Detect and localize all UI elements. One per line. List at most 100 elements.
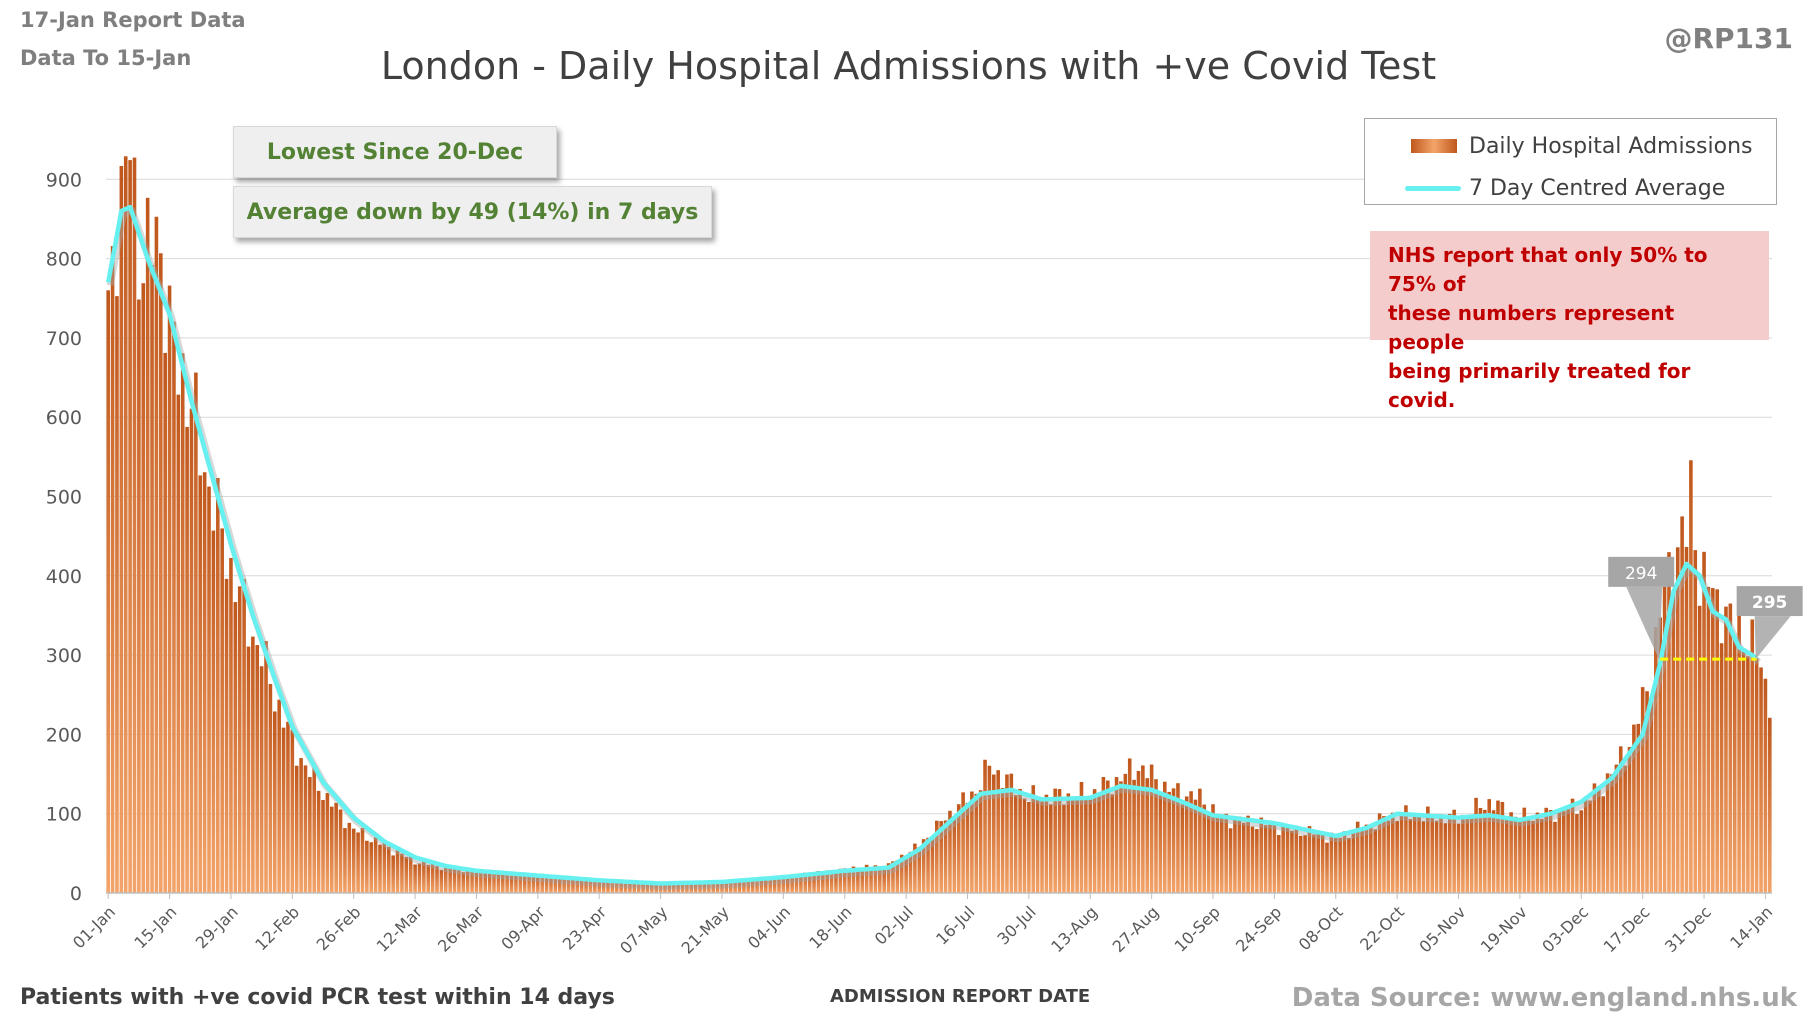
bar bbox=[759, 879, 764, 893]
bar bbox=[1750, 619, 1755, 893]
bar bbox=[1447, 813, 1452, 893]
bar bbox=[373, 837, 378, 893]
bar bbox=[1018, 788, 1022, 893]
bar bbox=[1132, 779, 1136, 893]
bar bbox=[1540, 818, 1544, 893]
bar bbox=[553, 876, 558, 893]
x-tick-label: 29-Jan bbox=[192, 902, 242, 952]
x-tick-label: 23-Apr bbox=[559, 902, 611, 954]
bar bbox=[645, 883, 650, 893]
bar bbox=[1496, 800, 1500, 893]
bar bbox=[628, 882, 632, 893]
bar bbox=[597, 880, 602, 893]
bar bbox=[479, 870, 483, 893]
bar bbox=[1583, 796, 1588, 893]
bar bbox=[123, 156, 128, 893]
bar bbox=[948, 810, 952, 893]
bar bbox=[1219, 815, 1224, 893]
bar bbox=[996, 770, 1000, 893]
bar bbox=[1162, 781, 1167, 893]
bar bbox=[404, 856, 409, 893]
bar bbox=[1294, 825, 1299, 893]
bar bbox=[1250, 826, 1255, 893]
legend: Daily Hospital Admissions 7 Day Centred … bbox=[1364, 118, 1777, 205]
x-tick-label: 12-Mar bbox=[373, 902, 427, 956]
bar bbox=[816, 871, 821, 893]
bar bbox=[1079, 781, 1084, 893]
bar bbox=[930, 838, 935, 893]
bar bbox=[1119, 781, 1123, 893]
bar bbox=[150, 264, 154, 893]
bar bbox=[671, 882, 676, 893]
bar bbox=[1364, 824, 1369, 893]
bar bbox=[1763, 678, 1768, 893]
bar bbox=[1575, 814, 1579, 893]
bar bbox=[1636, 723, 1641, 893]
bar bbox=[439, 869, 444, 893]
bar bbox=[1759, 667, 1763, 893]
x-tick-label: 16-Jul bbox=[932, 902, 978, 948]
bar bbox=[851, 866, 856, 893]
bar bbox=[1675, 547, 1680, 893]
bar bbox=[965, 802, 970, 893]
bar bbox=[1408, 818, 1413, 893]
bar bbox=[216, 478, 220, 893]
bar bbox=[1531, 820, 1535, 893]
bar bbox=[882, 868, 886, 893]
bar bbox=[1307, 826, 1312, 893]
bar bbox=[408, 856, 413, 893]
bar bbox=[1671, 593, 1676, 893]
bar bbox=[864, 864, 869, 893]
bar bbox=[1110, 794, 1114, 893]
bar bbox=[1443, 823, 1448, 893]
x-tick-label: 12-Feb bbox=[251, 902, 303, 954]
bar bbox=[132, 157, 137, 894]
bar bbox=[207, 486, 211, 893]
bar bbox=[1491, 810, 1496, 893]
bar bbox=[1522, 807, 1527, 893]
x-tick-label: 19-Nov bbox=[1477, 902, 1531, 956]
bar bbox=[904, 858, 908, 893]
bar bbox=[1553, 821, 1557, 893]
bar bbox=[720, 881, 724, 893]
x-tick-label: 30-Jul bbox=[994, 902, 1040, 948]
report-date: 17-Jan Report Data bbox=[20, 8, 246, 32]
bar bbox=[983, 759, 987, 893]
x-tick-label: 14-Jan bbox=[1726, 902, 1776, 952]
bar bbox=[1355, 821, 1360, 893]
bar bbox=[443, 865, 448, 893]
bar bbox=[899, 854, 904, 893]
bar bbox=[185, 426, 189, 893]
bar bbox=[1588, 800, 1592, 893]
bar bbox=[781, 876, 786, 893]
bar bbox=[750, 879, 755, 893]
bar bbox=[742, 880, 746, 893]
x-tick-label: 09-Apr bbox=[497, 902, 549, 954]
bar bbox=[1154, 779, 1158, 893]
bar bbox=[1145, 778, 1150, 893]
bar bbox=[518, 872, 523, 893]
x-axis-title: ADMISSION REPORT DATE bbox=[830, 986, 1091, 1007]
bar bbox=[1092, 789, 1097, 893]
bar bbox=[1504, 819, 1509, 893]
bar bbox=[601, 880, 606, 893]
bar bbox=[878, 866, 882, 893]
bar bbox=[1390, 812, 1395, 893]
bar bbox=[952, 818, 957, 893]
bar bbox=[689, 883, 694, 893]
bar bbox=[452, 868, 457, 893]
bar bbox=[474, 871, 479, 893]
bar bbox=[1268, 822, 1272, 893]
bar bbox=[1434, 820, 1439, 893]
bar bbox=[1259, 817, 1264, 893]
bar bbox=[1382, 816, 1386, 893]
x-tick-label: 26-Mar bbox=[434, 902, 488, 956]
bar bbox=[1667, 552, 1671, 893]
bar bbox=[1237, 816, 1242, 893]
bar bbox=[128, 160, 132, 893]
bar bbox=[1719, 643, 1724, 893]
bar bbox=[1689, 460, 1693, 893]
bar bbox=[1276, 835, 1281, 893]
bar bbox=[1040, 801, 1044, 893]
x-tick-label: 24-Sep bbox=[1232, 902, 1285, 955]
